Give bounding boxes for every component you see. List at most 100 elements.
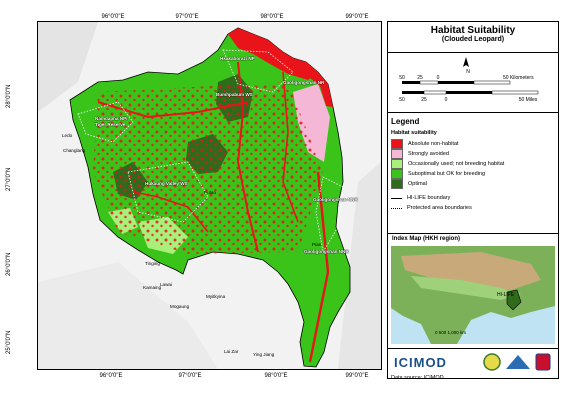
town-lai-zar: Lai Zar [224,349,239,354]
legend-swatch-absolute [391,139,403,149]
pa-label-gaoligongshan-c: Gaoligongshan NNR [304,249,349,254]
legend: Legend Habitat suitability Absolute non-… [388,113,558,234]
index-map: HI-LIFE 0 500 1,000 km [391,246,555,344]
scale-bar: N 50 25 0 50 Kilometers 50 25 0 [399,57,539,103]
terrain-shade-sw [38,262,218,369]
title-block: Habitat Suitability (Clouded Leopard) [388,22,558,53]
dotted-line-icon [391,207,402,209]
river-corridor-2 [236,61,259,253]
avoided-patch-ridge [293,84,330,162]
map-title: Habitat Suitability [430,25,516,36]
terrain-shade-nw [38,22,98,112]
legend-title: Legend [391,117,420,126]
index-map-title: Index Map (HKH region) [392,236,461,242]
index-map-hilife-area [506,289,522,311]
map-side-panel: Habitat Suitability (Clouded Leopard) N … [387,21,559,381]
pa-boundary-hkakaborazi [222,49,294,93]
legend-item-occasional: Occasionally used; not breeding habitat [391,159,558,169]
legend-item-suboptimal: Suboptimal but OK for breeding [391,169,558,179]
left-tick-28n: 28°0'0"N [6,84,12,108]
legend-swatch-suboptimal [391,169,403,179]
bottom-tick-98e: 98°0'0"E [264,373,288,379]
km-tick-50: 50 [399,75,405,81]
town-putao: Putao [204,190,217,195]
top-tick-99e: 99°0'0"E [345,14,369,20]
pa-label-gaoligongshan-n: Gaoligongshan NR [283,80,325,85]
legend-label-absolute: Absolute non-habitat [408,141,459,147]
index-map-block: Index Map (HKH region) HI-LIFE 0 500 1,0… [388,234,558,349]
legend-item-hilife-boundary: HI-LIFE boundary [391,193,558,203]
pa-boundary-namdapha [77,101,134,143]
north-label: N [466,69,470,75]
legend-label-hilife-boundary: HI-LIFE boundary [407,195,451,201]
index-map-hkh-belt [411,276,521,300]
river-corridor-3 [282,71,299,223]
town-kamaing: Kamaing [143,285,162,290]
mile-tick-end: 50 Miles [519,97,538,103]
index-map-hilife-label: HI-LIFE [497,292,515,298]
habitat-map [38,22,381,369]
river-corridor-4 [308,171,330,363]
top-tick-97e: 97°0'0"E [175,14,199,20]
pa-label-hukaung: Hukaung Valley WS [145,181,188,186]
pa-label-bumhpabum: Bumhpabum WS [216,92,253,97]
legend-label-optimal: Optimal [408,181,427,187]
map-subtitle: (Clouded Leopard) [441,36,505,43]
icimod-wordmark: ICIMOD [394,355,447,370]
river-corridor-5 [133,191,209,233]
left-tick-25n: 25°0'0"N [6,330,12,354]
km-tick-end: 50 Kilometers [503,75,534,81]
pa-label-gaoligongshan-s: Gaoligongshan NNR [313,197,358,202]
town-ying-jiang: Ying Jiang [253,352,275,357]
legend-swatch-optimal [391,179,403,189]
legend-label-suboptimal: Suboptimal but OK for breeding [408,171,486,177]
legend-swatch-avoided [391,149,403,159]
town-pian: Pian [312,242,322,247]
top-tick-98e: 98°0'0"E [260,14,284,20]
non-habitat-northeast [306,62,333,107]
town-ledo: Ledo [62,133,73,138]
town-myitkyina: Myitkyina [206,294,226,299]
bottom-tick-96e: 96°0'0"E [99,373,123,379]
km-tick-25: 25 [417,75,423,81]
legend-subtitle: Habitat suitability [391,130,437,136]
terrain-shade-e [338,162,381,369]
north-arrow-icon [463,57,469,67]
bottom-tick-97e: 97°0'0"E [178,373,202,379]
top-tick-96e: 96°0'0"E [101,14,125,20]
data-source: Data source: ICIMOD [391,375,444,381]
partner-crest-icon [535,353,551,371]
town-mogaung: Mogaung [170,304,190,309]
mile-tick-25: 25 [421,97,427,103]
index-map-scale-label: 0 500 1,000 km [435,330,466,335]
legend-item-avoided: Strongly avoided [391,149,558,159]
non-habitat-north [228,28,318,80]
solid-line-icon [391,197,402,199]
pa-boundary-gaoligong [315,176,344,254]
mile-tick-0: 0 [445,97,448,103]
legend-label-occasional: Occasionally used; not breeding habitat [408,161,505,167]
bottom-tick-99e: 99°0'0"E [345,373,369,379]
mile-tick-50: 50 [399,97,405,103]
pa-boundary-hukaung [127,161,209,223]
left-tick-27n: 27°0'0"N [6,167,12,191]
mile-scale: 50 25 0 50 Miles [399,90,539,103]
town-tinging: Tinging [145,261,160,266]
legend-item-pa-boundary: Protected area boundaries [391,203,558,213]
index-map-plateau [401,252,541,290]
pa-label-namdapha: Namdapha NP/ Tiger Reserve [95,116,128,127]
town-changlang: Changlang [63,148,86,153]
legend-label-pa-boundary: Protected area boundaries [407,205,472,211]
icimod-logo: ICIMOD [394,353,551,371]
legend-swatch-occasional [391,159,403,169]
legend-label-avoided: Strongly avoided [408,151,449,157]
river-corridor-1 [97,101,249,119]
left-tick-26n: 26°0'0"N [6,252,12,276]
logo-block: ICIMOD [388,349,558,375]
km-tick-0: 0 [437,75,440,81]
mountain-logo-icon [506,355,530,369]
town-lawai: Lawai [160,282,173,287]
non-habitat-speckle [93,82,323,254]
scale-block: N 50 25 0 50 Kilometers 50 25 0 [388,53,558,113]
legend-item-optimal: Optimal [391,179,558,189]
